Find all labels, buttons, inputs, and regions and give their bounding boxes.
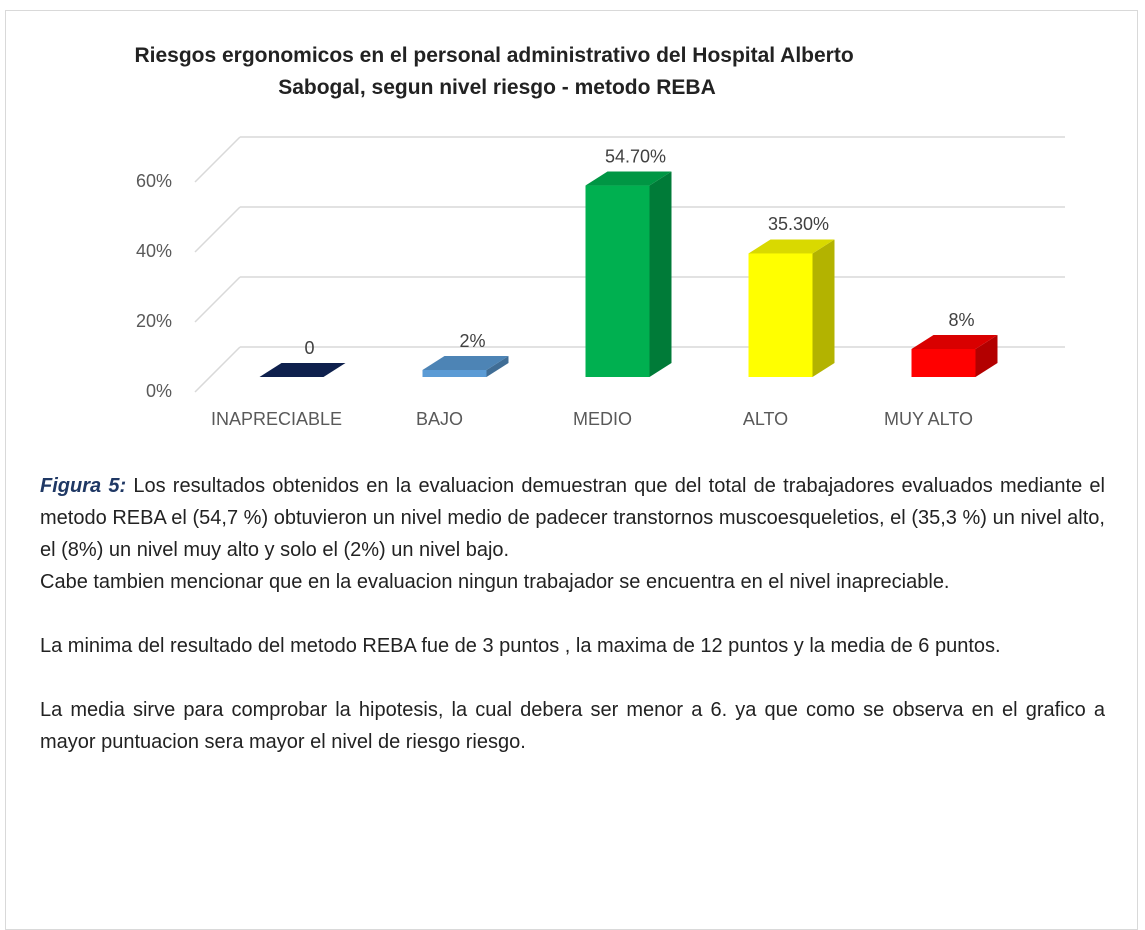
grid-line — [194, 206, 241, 253]
bar — [585, 185, 650, 377]
data-label: 54.70% — [605, 146, 666, 166]
document-text: Figura 5: Los resultados obtenidos en la… — [40, 470, 1105, 758]
bar — [748, 253, 813, 377]
data-label: 0 — [304, 338, 314, 358]
x-tick-label: MEDIO — [573, 409, 632, 429]
bar-top — [748, 239, 835, 254]
bar-top — [911, 335, 998, 349]
bar-side — [486, 356, 509, 377]
bar — [911, 349, 976, 377]
bar-top — [585, 171, 672, 186]
bar-side — [649, 171, 672, 377]
grid-line — [194, 276, 241, 323]
caption-label: Figura 5: — [40, 475, 127, 497]
x-tick-label: ALTO — [743, 409, 788, 429]
title-line: Riesgos ergonomicos en el personal admin… — [134, 44, 853, 67]
paragraph: La media sirve para comprobar la hipotes… — [40, 699, 1105, 753]
paragraph: La minima del resultado del metodo REBA … — [40, 635, 1001, 657]
data-label: 2% — [459, 331, 485, 351]
paragraph: Cabe tambien mencionar que en la evaluac… — [40, 571, 950, 593]
caption: Figura 5: Los resultados obtenidos en la… — [40, 470, 1105, 566]
y-tick-label: 20% — [136, 311, 172, 331]
caption-text: Los resultados obtenidos en la evaluacio… — [40, 475, 1106, 561]
data-label: 35.30% — [768, 214, 829, 234]
title-line: Sabogal, segun nivel riesgo - metodo REB… — [278, 76, 716, 99]
y-tick-label: 60% — [136, 171, 172, 191]
chart: Riesgos ergonomicos en el personal admin… — [134, 44, 1065, 429]
grid-line — [194, 136, 241, 183]
x-tick-label: INAPRECIABLE — [211, 409, 342, 429]
grid-line — [194, 346, 241, 393]
y-tick-label: 40% — [136, 241, 172, 261]
chart-title: Riesgos ergonomicos en el personal admin… — [134, 44, 859, 99]
y-tick-label: 0% — [146, 381, 172, 401]
bar-side — [812, 239, 835, 377]
x-tick-label: MUY ALTO — [884, 409, 973, 429]
bar — [422, 370, 487, 377]
x-tick-label: BAJO — [416, 409, 463, 429]
bar-top — [422, 356, 509, 370]
bar-top — [259, 363, 346, 377]
data-label: 8% — [948, 310, 974, 330]
